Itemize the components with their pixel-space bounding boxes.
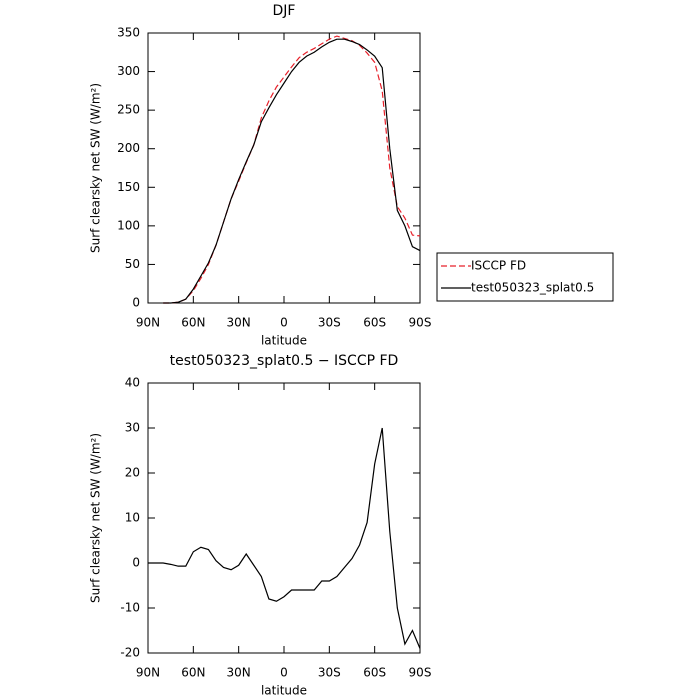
x-tick-label: 60S [363, 316, 386, 330]
x-tick-label: 90N [136, 666, 160, 680]
y-tick-label: 50 [125, 257, 140, 271]
chart-title: test050323_splat0.5 − ISCCP FD [170, 353, 399, 369]
y-tick-label: -10 [120, 601, 140, 615]
x-tick-label: 0 [280, 666, 288, 680]
y-tick-label: 0 [132, 556, 140, 570]
legend-label: test050323_splat0.5 [471, 281, 594, 295]
x-tick-label: 90S [409, 316, 432, 330]
x-tick-label: 60S [363, 666, 386, 680]
plot-frame [147, 32, 421, 304]
series-line [148, 427, 421, 649]
x-tick-label: 0 [280, 316, 288, 330]
y-tick-label: 350 [117, 26, 140, 40]
x-tick-label: 60N [181, 666, 205, 680]
x-axis-label: latitude [261, 684, 307, 698]
legend-label: ISCCP FD [471, 259, 526, 273]
series-line [163, 38, 421, 304]
y-tick-label: 20 [125, 466, 140, 480]
y-axis-label: Surf clearsky net SW (W/m²) [89, 433, 103, 603]
y-tick-label: 300 [117, 64, 140, 78]
chart-title: DJF [273, 3, 296, 19]
y-tick-label: 30 [125, 421, 140, 435]
x-tick-label: 60N [181, 316, 205, 330]
x-axis-label: latitude [261, 334, 307, 348]
x-tick-label: 30N [227, 666, 251, 680]
x-tick-label: 90N [136, 316, 160, 330]
y-tick-label: 250 [117, 103, 140, 117]
y-tick-label: 100 [117, 218, 140, 232]
y-axis-label: Surf clearsky net SW (W/m²) [89, 83, 103, 253]
x-tick-label: 30N [227, 316, 251, 330]
y-tick-label: -20 [120, 646, 140, 660]
x-tick-label: 90S [409, 666, 432, 680]
y-tick-label: 150 [117, 180, 140, 194]
plot-frame [147, 382, 421, 654]
legend-box [436, 252, 614, 302]
y-tick-label: 0 [132, 296, 140, 310]
x-tick-label: 30S [318, 316, 341, 330]
y-tick-label: 10 [125, 511, 140, 525]
x-tick-label: 30S [318, 666, 341, 680]
y-tick-label: 40 [125, 376, 140, 390]
y-tick-label: 200 [117, 141, 140, 155]
series-line [163, 35, 421, 304]
